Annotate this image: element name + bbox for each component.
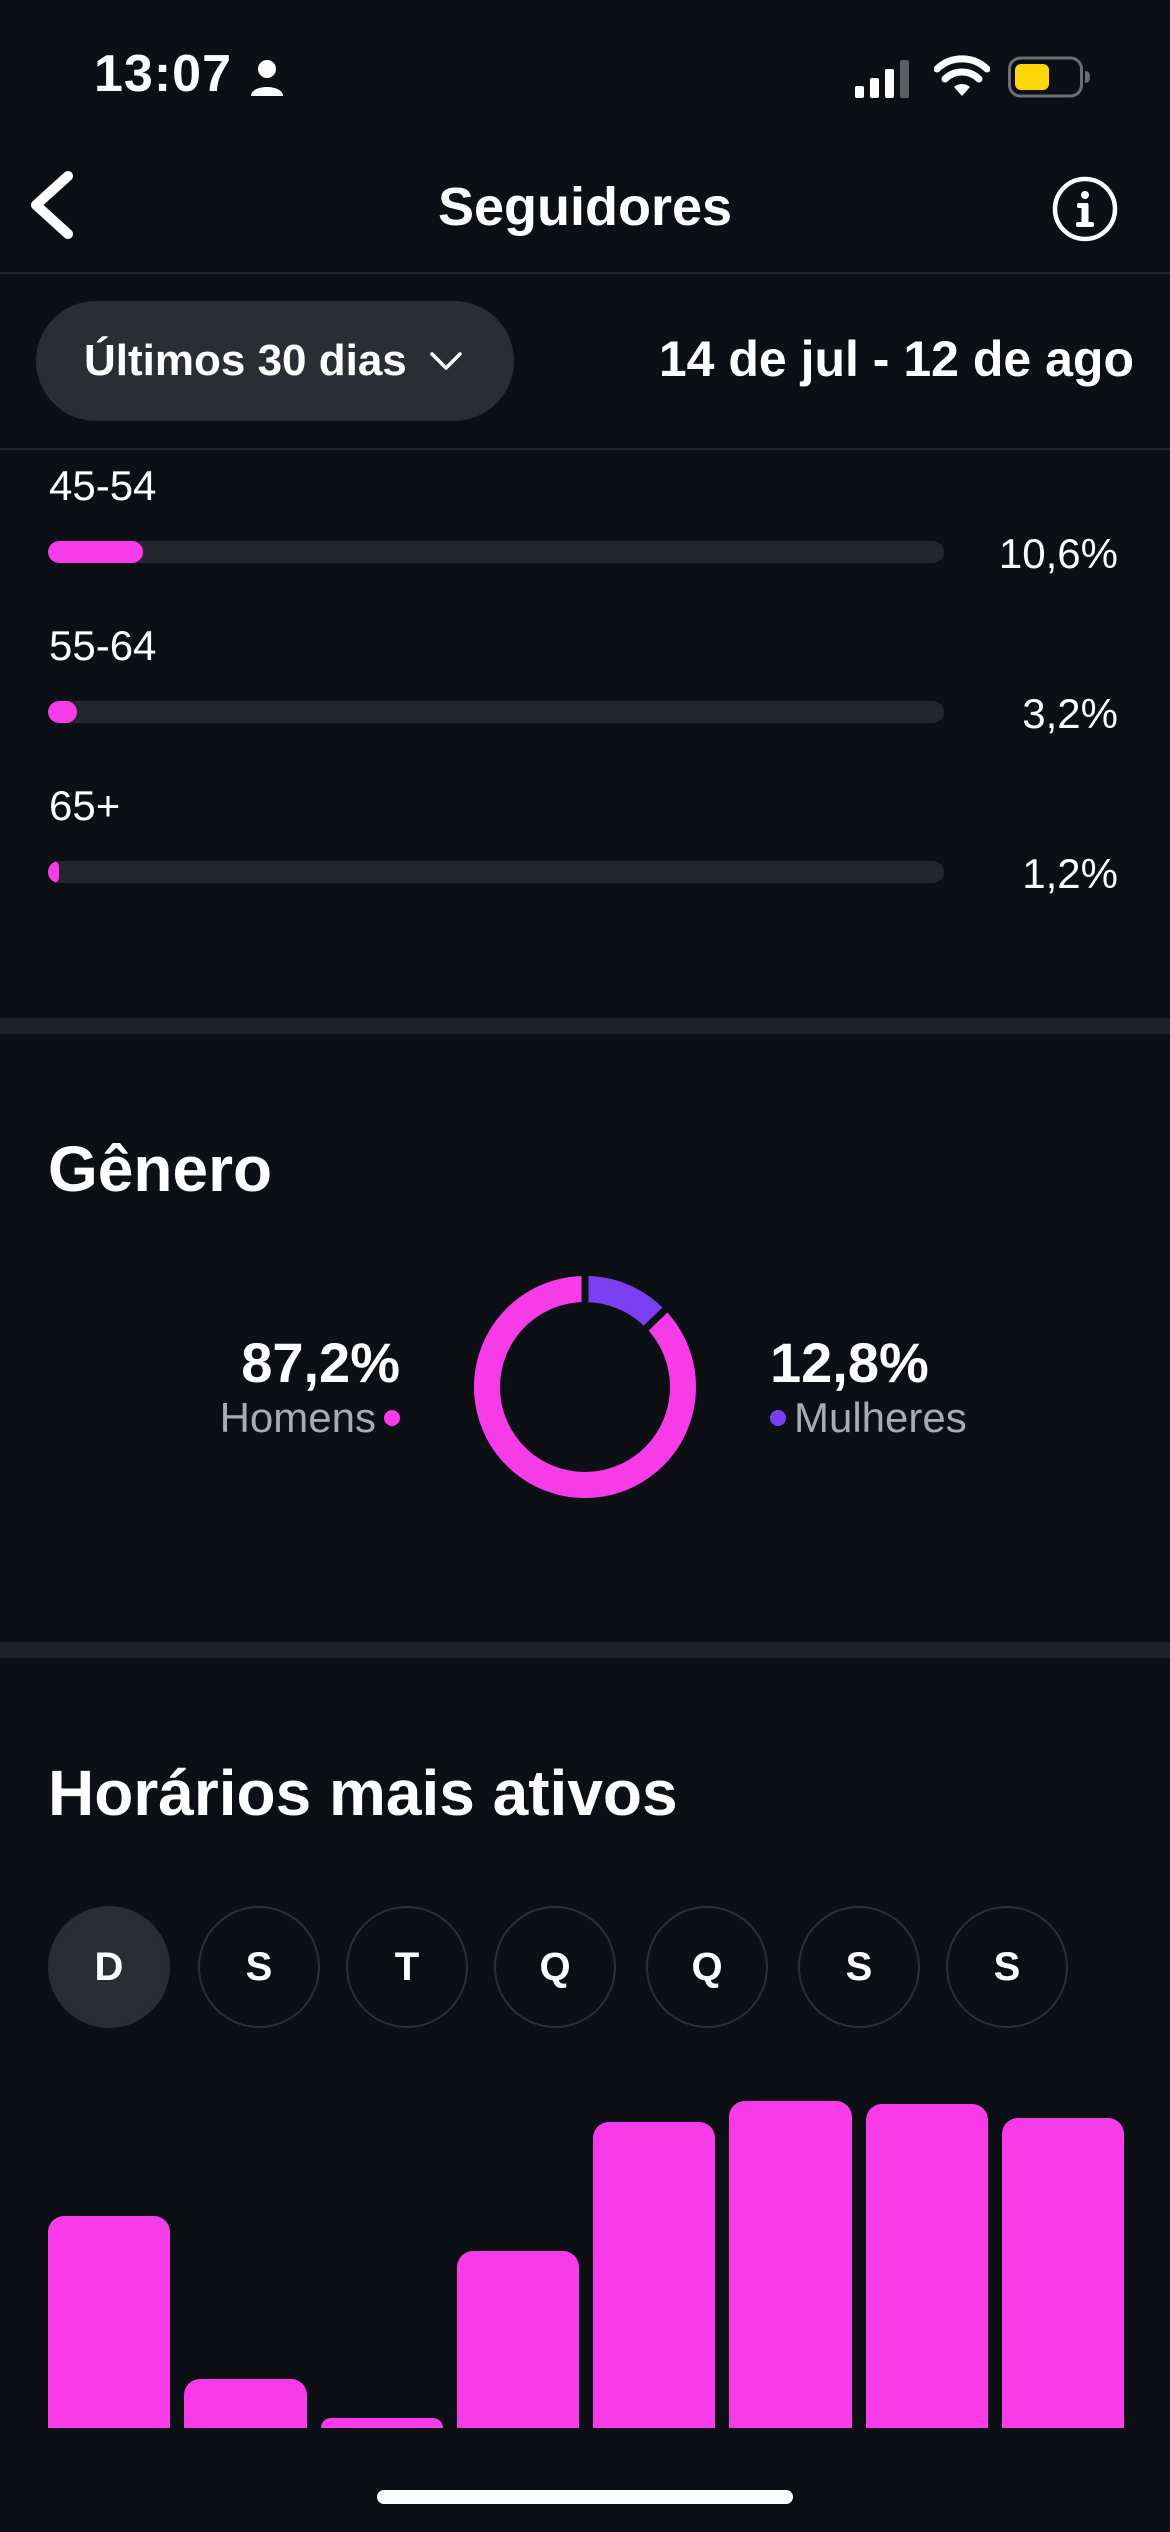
age-percent: 1,2% xyxy=(1022,850,1118,897)
status-time: 13:07 xyxy=(94,45,232,103)
active-hours-bar xyxy=(865,2104,988,2428)
day-chip[interactable]: S xyxy=(946,1906,1068,2028)
wifi-icon xyxy=(934,55,990,96)
day-chip[interactable]: Q xyxy=(646,1906,768,2028)
day-chip[interactable]: S xyxy=(198,1906,320,2028)
age-percent: 3,2% xyxy=(1022,690,1118,737)
women-donut-segment xyxy=(584,1276,665,1329)
chevron-down-icon xyxy=(430,352,462,370)
men-legend: Homens xyxy=(220,1394,400,1442)
battery-icon xyxy=(1008,56,1090,98)
cellular-signal-icon xyxy=(855,60,909,98)
men-label: Homens xyxy=(219,1394,376,1441)
day-chip[interactable]: T xyxy=(346,1906,468,2028)
section-separator xyxy=(0,1642,1170,1658)
age-label: 45-54 xyxy=(49,462,157,509)
person-icon xyxy=(251,60,283,96)
section-separator xyxy=(0,1018,1170,1034)
women-percent: 12,8% xyxy=(770,1331,929,1394)
men-percent: 87,2% xyxy=(241,1331,400,1394)
age-label: 55-64 xyxy=(49,622,157,669)
age-bar-fill xyxy=(48,541,143,563)
age-label: 65+ xyxy=(49,782,121,829)
women-legend: Mulheres xyxy=(770,1394,967,1442)
day-chip[interactable]: S xyxy=(798,1906,920,2028)
women-label: Mulheres xyxy=(794,1394,967,1441)
filter-divider xyxy=(0,448,1170,450)
age-percent: 10,6% xyxy=(998,530,1118,577)
info-icon[interactable] xyxy=(1052,176,1118,242)
active-hours-bar xyxy=(48,2215,171,2428)
date-range: 14 de jul - 12 de ago xyxy=(658,331,1134,387)
back-button[interactable] xyxy=(22,170,82,240)
donut-gap xyxy=(642,1306,669,1332)
active-hours-bar xyxy=(729,2100,852,2428)
age-bar-track xyxy=(48,541,944,563)
day-chip[interactable]: D xyxy=(48,1906,170,2028)
age-bar-fill xyxy=(48,701,77,723)
header-divider xyxy=(0,272,1170,274)
active-hours-chart xyxy=(48,2080,1124,2428)
period-dropdown-label: Últimos 30 dias xyxy=(84,336,407,385)
battery-level xyxy=(1015,64,1049,90)
age-bar-track xyxy=(48,701,944,723)
active-hours-title: Horários mais ativos xyxy=(48,1757,678,1829)
page-title: Seguidores xyxy=(437,177,733,237)
active-hours-bar xyxy=(184,2379,307,2428)
active-hours-bar xyxy=(1001,2118,1124,2428)
gender-title: Gênero xyxy=(48,1133,273,1205)
active-hours-bar xyxy=(456,2250,579,2428)
age-bar-track xyxy=(48,861,944,883)
active-hours-bar xyxy=(593,2121,716,2428)
gender-donut-chart xyxy=(474,1274,696,1498)
home-indicator xyxy=(377,2490,793,2504)
age-bar-fill xyxy=(48,861,59,883)
active-hours-bar xyxy=(320,2417,443,2428)
women-legend-dot xyxy=(770,1410,786,1426)
day-chip[interactable]: Q xyxy=(494,1906,616,2028)
period-dropdown[interactable]: Últimos 30 dias xyxy=(36,301,514,421)
men-legend-dot xyxy=(384,1410,400,1426)
